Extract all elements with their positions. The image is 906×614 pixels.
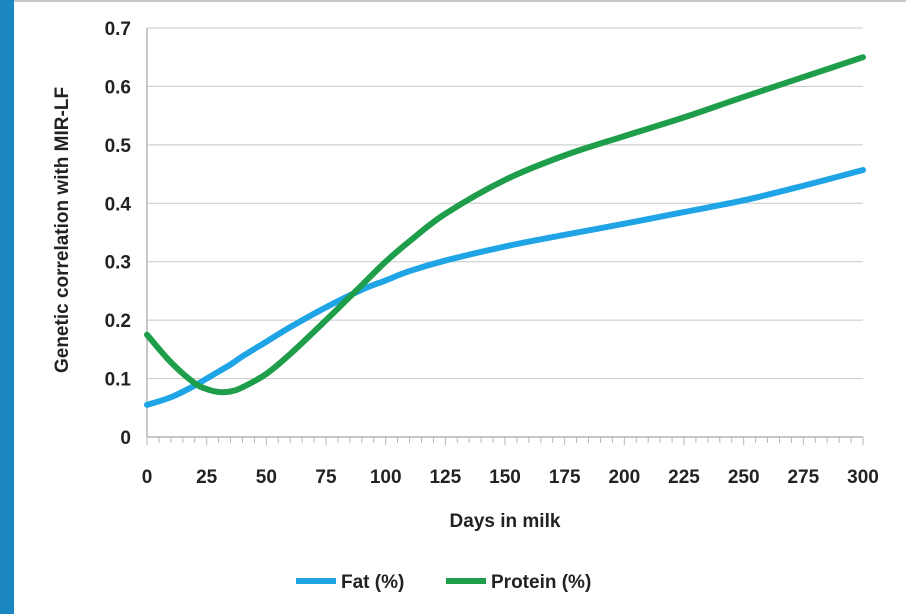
x-tick-label: 125 — [429, 467, 461, 488]
x-tick-label: 225 — [668, 467, 700, 488]
x-tick-label: 150 — [489, 467, 521, 488]
y-tick-label: 0.3 — [105, 253, 131, 274]
top-border — [14, 0, 906, 2]
x-tick-label: 25 — [196, 467, 218, 488]
x-tick-label: 275 — [787, 467, 819, 488]
legend-protein-label: Protein (%) — [491, 572, 591, 593]
y-tick-label: 0.5 — [105, 136, 132, 157]
grid-lines — [147, 27, 863, 380]
x-axis-title: Days in milk — [450, 511, 561, 532]
x-tick-label: 75 — [315, 467, 337, 488]
legend-fat-label: Fat (%) — [341, 572, 404, 593]
x-tick-label: 250 — [728, 467, 760, 488]
x-tick-label: 50 — [256, 467, 277, 488]
y-tick-label: 0.7 — [105, 19, 131, 40]
series-lines — [144, 54, 866, 408]
y-tick-label: 0.1 — [105, 370, 132, 391]
fat-series-line — [144, 166, 866, 408]
y-tick-label: 0.4 — [105, 194, 132, 215]
y-axis-title: Genetic correlation with MIR-LF — [52, 87, 73, 373]
y-tick-label: 0 — [120, 428, 131, 449]
protein-series-line — [144, 54, 866, 396]
axes — [146, 28, 864, 445]
x-tick-label: 200 — [608, 467, 640, 488]
y-tick-label: 0.2 — [105, 311, 131, 332]
x-tick-label: 0 — [142, 467, 153, 488]
tick-labels: 0 0.1 0.2 0.3 0.4 0.5 0.6 0.7 0 25 50 75 100 125 150 17… — [105, 19, 879, 488]
x-tick-label: 175 — [549, 467, 581, 488]
y-tick-label: 0.6 — [105, 77, 131, 98]
left-accent-bar — [0, 0, 14, 614]
x-tick-label: 300 — [847, 467, 879, 488]
x-tick-label: 100 — [370, 467, 402, 488]
legend: Fat (%) Protein (%) — [296, 572, 591, 593]
